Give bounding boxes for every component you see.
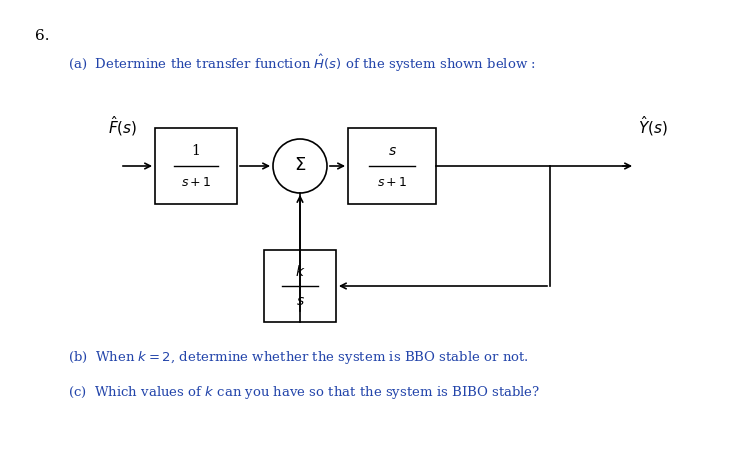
- Circle shape: [273, 139, 327, 193]
- Bar: [155, 128, 237, 204]
- Text: $\hat{F}(s)$: $\hat{F}(s)$: [108, 114, 137, 138]
- Text: 6.: 6.: [35, 29, 49, 43]
- Text: $s+1$: $s+1$: [181, 176, 212, 189]
- Text: (b)  When $k = 2$, determine whether the system is BBO stable or not.: (b) When $k = 2$, determine whether the …: [68, 349, 529, 366]
- Text: (a)  Determine the transfer function $\hat{H}(s)$ of the system shown below :: (a) Determine the transfer function $\ha…: [68, 53, 536, 74]
- Text: $\Sigma$: $\Sigma$: [294, 156, 306, 174]
- Text: $s+1$: $s+1$: [377, 176, 408, 189]
- Text: $k$: $k$: [295, 264, 305, 280]
- Bar: [264, 250, 336, 322]
- Bar: [348, 128, 436, 204]
- Text: $\hat{Y}(s)$: $\hat{Y}(s)$: [638, 114, 668, 138]
- Text: $s$: $s$: [388, 144, 397, 158]
- Text: $s$: $s$: [296, 294, 304, 308]
- Text: 1: 1: [192, 144, 200, 158]
- Text: (c)  Which values of $k$ can you have so that the system is BIBO stable?: (c) Which values of $k$ can you have so …: [68, 384, 540, 401]
